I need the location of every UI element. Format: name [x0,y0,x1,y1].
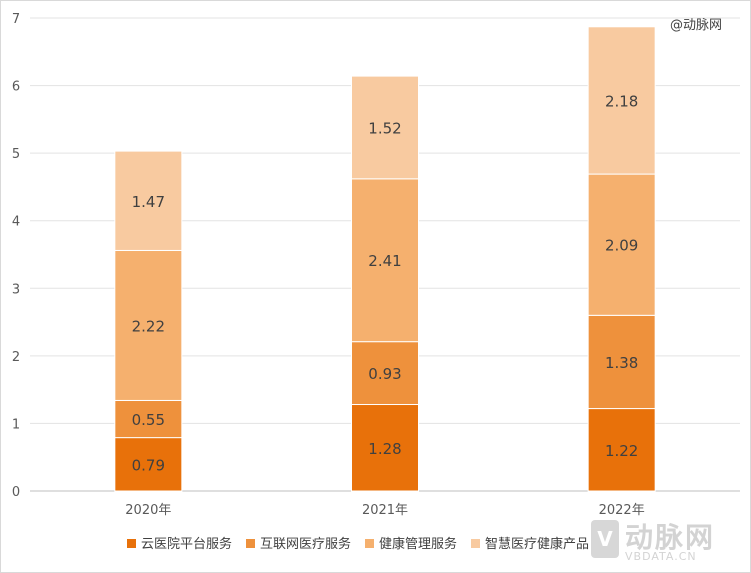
bar-segment [351,75,419,180]
bar-segment [587,314,656,410]
bar-segment [587,408,656,492]
y-tick-label: 0 [12,485,20,500]
x-tick-label: 2022年 [599,503,645,518]
x-tick-label: 2021年 [362,503,408,518]
data-label: 1.22 [605,442,638,460]
data-label: 2.22 [132,317,165,335]
watermark-brand: 动脉网 [625,521,716,554]
y-tick-label: 7 [12,12,20,27]
y-tick-label: 1 [12,417,20,432]
data-label: 2.09 [605,237,638,255]
bar-segment [114,249,183,401]
y-tick-label: 4 [12,215,20,230]
bar-segment [114,150,183,251]
bar-segment [587,173,656,316]
y-tick-label: 5 [12,147,20,162]
watermark-logo-icon: V [591,520,619,558]
legend-swatch [365,539,374,548]
legend-label: 智慧医疗健康产品 [485,536,589,552]
data-label: 1.52 [368,119,401,137]
data-label: 0.79 [132,456,165,474]
legend-label: 互联网医疗服务 [260,536,351,552]
data-label: 2.41 [368,252,401,270]
y-tick-label: 3 [12,282,20,297]
watermark-site: VBDATA.CN [625,550,697,563]
data-label: 2.18 [605,92,638,110]
data-label: 0.93 [368,365,401,383]
watermark: V 动脉网 VBDATA.CN [591,518,741,566]
bar-segment [587,26,656,175]
data-label: 0.55 [132,411,165,429]
data-label: 1.38 [605,354,638,372]
x-tick-label: 2020年 [125,503,171,518]
data-label: 1.28 [368,440,401,458]
legend-label: 云医院平台服务 [141,536,232,552]
bar-segment [114,399,183,439]
credit-label: @动脉网 [670,18,723,33]
data-label: 1.47 [132,193,165,211]
bar-segment [351,178,419,343]
legend-swatch [471,539,480,548]
y-tick-label: 2 [12,350,20,365]
y-tick-label: 6 [12,80,20,95]
legend-swatch [246,539,255,548]
bar-segment [114,437,183,492]
legend-label: 健康管理服务 [379,536,457,552]
legend-swatch [127,539,136,548]
